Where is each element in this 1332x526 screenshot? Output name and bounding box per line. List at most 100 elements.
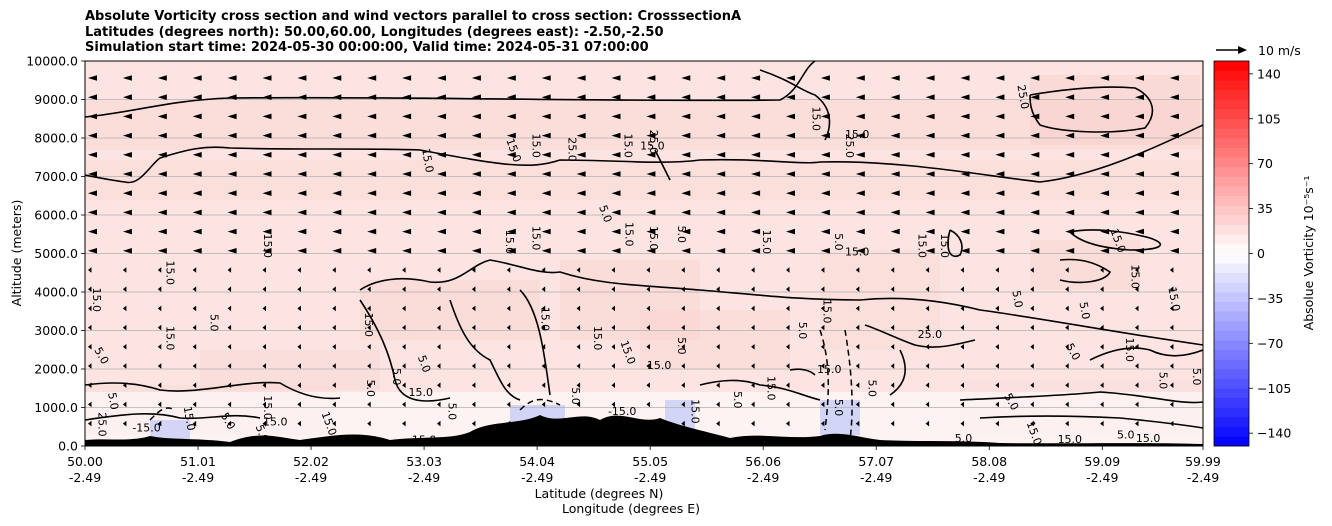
wind-vector-icon — [681, 267, 685, 273]
wind-vector-icon — [157, 94, 167, 100]
contour-label: 15.0 — [760, 230, 773, 255]
wind-vector-icon — [227, 248, 237, 254]
wind-vector-icon — [192, 228, 202, 235]
wind-vector-icon — [611, 209, 621, 216]
contour-label: 15.0 — [916, 234, 929, 258]
wind-vector-icon — [192, 305, 197, 312]
wind-vector-icon — [786, 324, 790, 331]
wind-vector-icon — [297, 190, 307, 196]
wind-vector-icon — [297, 401, 301, 408]
wind-vector-icon — [1100, 190, 1110, 196]
wind-vector-icon — [855, 152, 865, 158]
wind-vector-icon — [471, 75, 481, 81]
wind-vector-icon — [960, 420, 964, 427]
wind-vector-icon — [890, 209, 900, 216]
x-tick-label-latitude: 55.05 — [632, 454, 668, 469]
wind-vector-icon — [437, 113, 446, 120]
wind-vector-icon — [995, 171, 1005, 177]
wind-vector-icon — [576, 344, 581, 350]
wind-vector-icon — [855, 248, 865, 254]
quiver-key-arrow-icon — [1238, 46, 1247, 54]
wind-vector-icon — [297, 305, 301, 312]
wind-vector-icon — [1065, 209, 1075, 216]
wind-vector-icon — [192, 113, 202, 120]
wind-vector-icon — [786, 75, 795, 81]
colorbar-tick-label: 35 — [1257, 201, 1273, 216]
wind-vector-icon — [1169, 152, 1179, 158]
contour-label: 15.0 — [845, 128, 870, 141]
wind-vector-icon — [367, 190, 377, 196]
wind-vector-icon — [646, 94, 656, 100]
wind-vector-icon — [855, 75, 865, 81]
wind-vector-icon — [1100, 305, 1104, 312]
wind-vector-icon — [157, 420, 162, 427]
wind-vector-icon — [192, 363, 197, 369]
wind-vector-icon — [471, 363, 476, 369]
wind-vector-icon — [925, 190, 935, 196]
wind-vector-icon — [192, 152, 202, 158]
wind-vector-icon — [1065, 132, 1075, 139]
wind-vector-icon — [1169, 132, 1179, 139]
wind-vector-icon — [157, 75, 167, 81]
terrain-layer — [85, 415, 1203, 446]
contour-label: 15.0 — [1058, 433, 1083, 446]
wind-vector-icon — [1030, 132, 1040, 139]
wind-vector-icon — [716, 401, 720, 408]
vorticity-fill-layer — [85, 75, 1203, 446]
wind-vector-icon — [122, 324, 127, 331]
wind-vector-icon — [297, 382, 301, 388]
chart-title: Absolute Vorticity cross section and win… — [85, 9, 741, 56]
wind-vector-icon — [576, 305, 581, 312]
wind-vector-icon — [471, 228, 481, 235]
wind-vector-icon — [960, 113, 970, 120]
colorbar-band — [1214, 166, 1249, 177]
wind-vector-icon — [960, 344, 964, 350]
colorbar-band — [1214, 147, 1249, 158]
wind-vector-icon — [506, 132, 516, 139]
colorbar-band — [1214, 397, 1249, 408]
wind-vector-icon — [1135, 305, 1139, 312]
wind-vector-icon — [157, 382, 162, 388]
contour-label: 5.0 — [390, 368, 403, 386]
x-tick-label-longitude: -2.49 — [521, 470, 553, 485]
wind-vector-icon — [1135, 382, 1139, 388]
wind-vector-icon — [1100, 152, 1110, 158]
colorbar-band — [1214, 215, 1249, 225]
wind-vector-icon — [157, 228, 167, 235]
wind-vector-icon — [611, 286, 615, 292]
wind-vector-icon — [995, 190, 1005, 196]
wind-vector-icon — [157, 190, 167, 196]
wind-vector-icon — [88, 190, 97, 196]
wind-vector-icon — [367, 75, 377, 81]
y-tick-label: 0.0 — [58, 439, 78, 454]
wind-vector-icon — [437, 286, 441, 292]
contour-label: 15.0 — [1128, 264, 1141, 289]
contour-line — [789, 368, 816, 376]
wind-vector-icon — [437, 344, 441, 350]
wind-vector-icon — [1065, 363, 1069, 369]
wind-vector-icon — [367, 152, 377, 158]
wind-vector-icon — [227, 75, 237, 81]
wind-vector-icon — [716, 228, 726, 235]
contour-label: 15.0 — [1136, 432, 1161, 445]
wind-vector-icon — [1135, 190, 1144, 196]
wind-vector-icon — [122, 267, 127, 273]
wind-vector-icon — [925, 209, 935, 216]
wind-vector-icon — [646, 344, 650, 350]
x-tick-label-longitude: -2.49 — [860, 470, 892, 485]
y-axis: 0.0 1000.0 2000.0 3000.0 4000.0 5000.0 6000.0 7… — [26, 54, 85, 454]
contour-label: 15.0 — [263, 416, 288, 429]
wind-vector-icon — [1205, 306, 1209, 312]
wind-vector-icon — [367, 228, 377, 235]
wind-vector-icon — [925, 94, 935, 100]
wind-vector-icon — [786, 382, 790, 388]
wind-vector-icon — [297, 94, 307, 100]
wind-vector-icon — [332, 344, 336, 350]
wind-vector-icon — [88, 363, 92, 369]
y-tick-label: 4000.0 — [34, 285, 78, 300]
wind-vector-icon — [1065, 324, 1069, 331]
wind-vector-icon — [890, 248, 900, 254]
colorbar-band — [1214, 234, 1249, 245]
wind-vector-icon — [367, 363, 371, 369]
colorbar-band — [1214, 80, 1249, 91]
